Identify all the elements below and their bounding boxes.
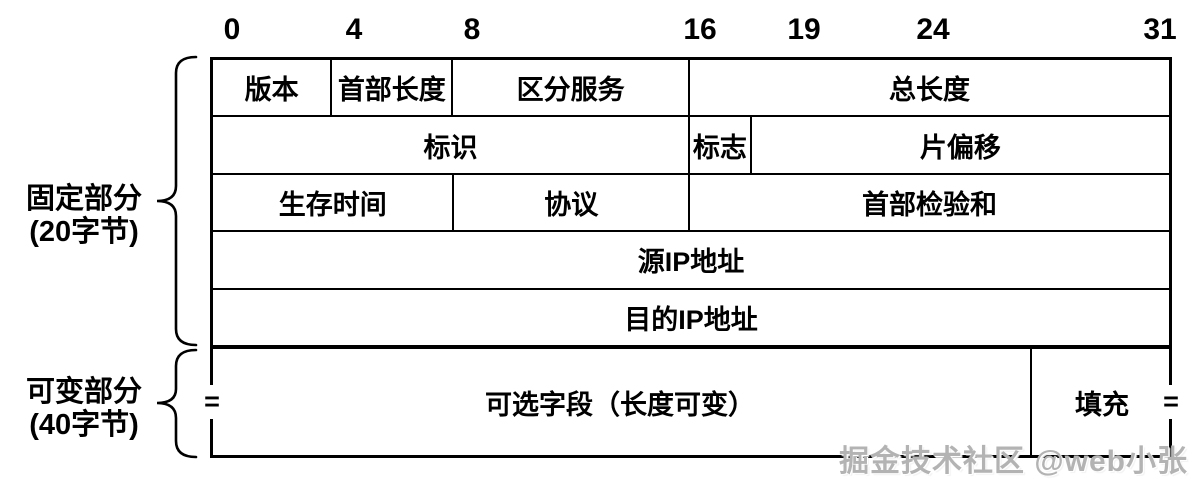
row-2: 标识 标志 片偏移 [213,117,1169,175]
cell-header-checksum: 首部检验和 [862,190,998,221]
bit-label-19: 19 [787,13,821,46]
fixed-part-table: 版本 首部长度 区分服务 总长度 标识 标志 片偏移 生存时间 协议 首部检验和… [210,57,1172,345]
fixed-part-title: 固定部分 [25,183,142,215]
cell-protocol: 协议 [454,174,691,231]
options-right-border-bottom-stub [1169,419,1172,458]
cell-options: 可选字段（长度可变） [210,349,1033,455]
cell-flags: 标志 [690,117,752,173]
variable-part-label: 可变部分 (40字节) [8,376,160,442]
row-3: 生存时间 协议 首部检验和 [213,174,1169,233]
watermark: 掘金技术社区 @web小张 [839,445,1188,478]
cell-destination-ip: 目的IP地址 [624,304,758,335]
row-5: 目的IP地址 [213,290,1169,345]
variable-part-bytes: (40字节) [29,409,139,441]
bit-label-8: 8 [463,13,481,46]
cell-header-length: 首部长度 [332,60,454,116]
cell-padding: 填充 [1075,389,1129,420]
fixed-part-bytes: (20字节) [29,216,139,248]
left-break-symbol: = [204,386,220,417]
cell-ttl: 生存时间 [213,174,455,231]
variable-part-title: 可变部分 [25,376,142,408]
cell-total-length: 总长度 [888,75,970,106]
variable-part-brace [156,348,198,459]
right-break-symbol: = [1163,386,1179,417]
options-left-border-top-stub [210,349,213,385]
options-left-border-bottom-stub [210,419,213,458]
row-1: 版本 首部长度 区分服务 总长度 [213,60,1169,118]
fixed-part-brace [156,55,198,347]
bit-label-31: 31 [1143,13,1177,46]
cell-version: 版本 [213,60,333,116]
cell-differentiated-services: 区分服务 [453,60,690,116]
bit-label-0: 0 [223,13,241,46]
cell-fragment-offset: 片偏移 [919,132,1001,163]
bit-label-24: 24 [916,13,950,46]
options-row: 可选字段（长度可变） 填充 [210,345,1172,458]
bit-label-16: 16 [683,13,717,46]
cell-identification: 标识 [213,117,691,173]
cell-source-ip: 源IP地址 [637,247,745,278]
options-right-border-top-stub [1169,349,1172,385]
bit-label-4: 4 [345,13,363,46]
fixed-part-label: 固定部分 (20字节) [8,183,160,249]
row-4: 源IP地址 [213,232,1169,290]
